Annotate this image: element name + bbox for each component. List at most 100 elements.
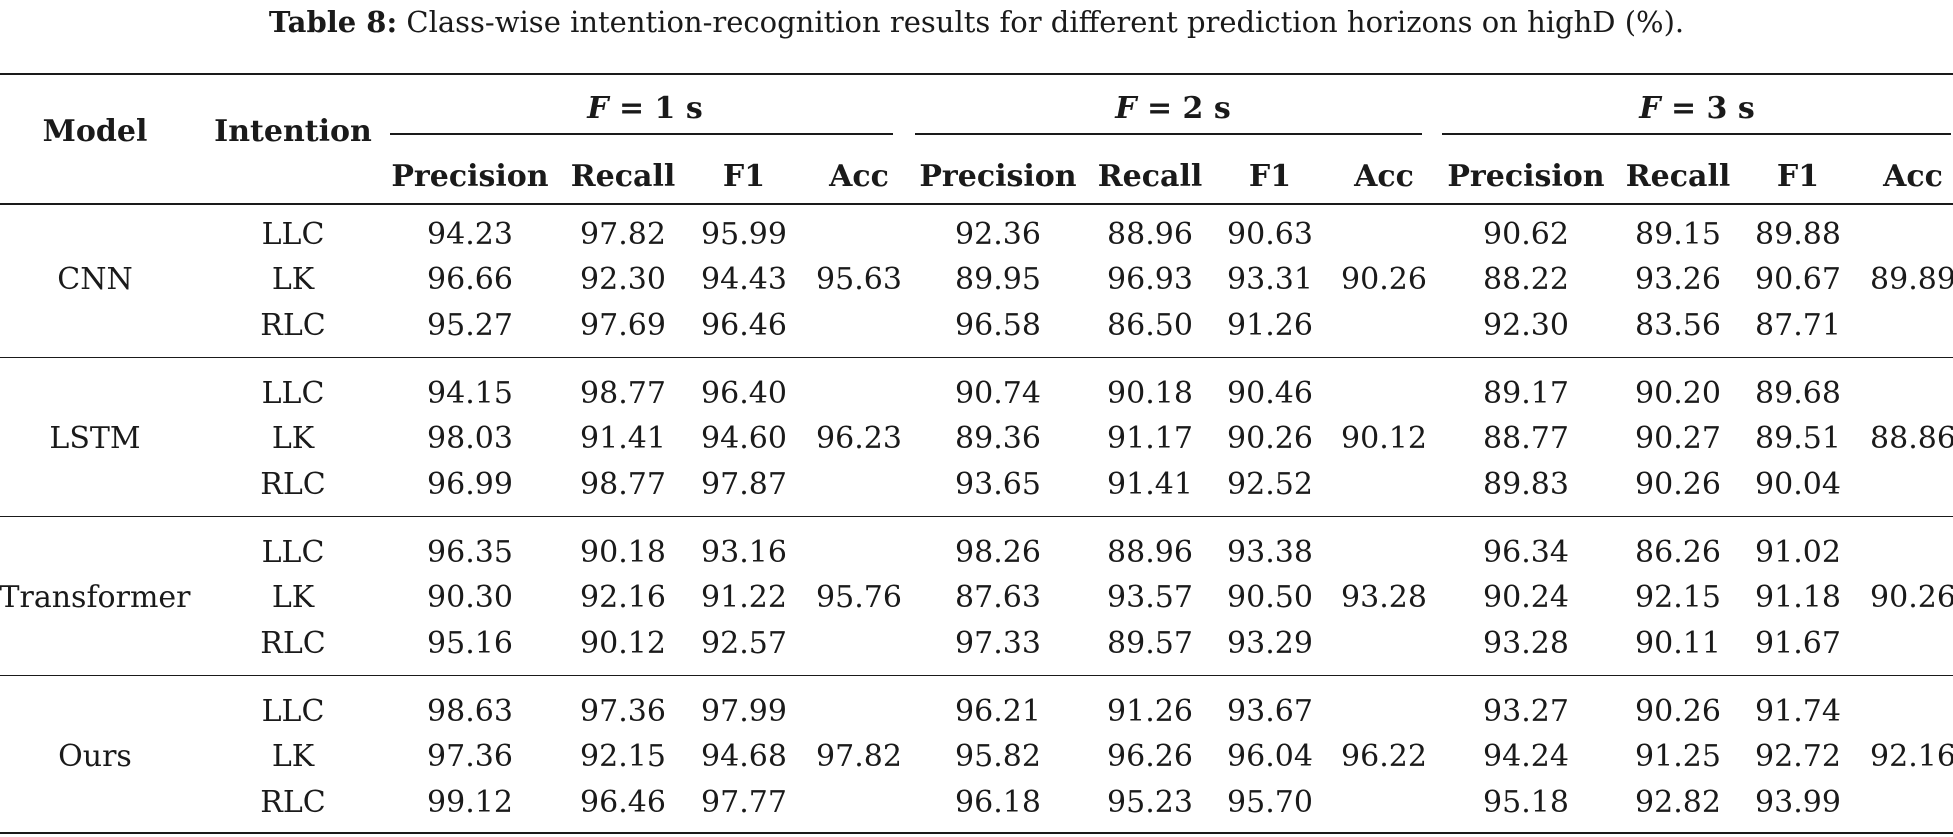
header-metric-f1: F1 bbox=[1248, 159, 1292, 194]
header-horizon-2: F = 2 s bbox=[1023, 91, 1323, 127]
metric-value: 90.63 bbox=[1227, 217, 1313, 252]
metric-value: 95.99 bbox=[701, 217, 787, 252]
header-metric-acc: Acc bbox=[1354, 159, 1414, 194]
horizon-variable: F bbox=[1639, 91, 1661, 126]
metric-value: 92.30 bbox=[1483, 308, 1569, 343]
model-name: Ours bbox=[58, 739, 132, 774]
metric-value: 91.41 bbox=[580, 421, 666, 456]
metric-value: 95.23 bbox=[1107, 785, 1193, 820]
intention-label: RLC bbox=[260, 785, 326, 820]
metric-value: 93.57 bbox=[1107, 580, 1193, 615]
metric-value: 89.15 bbox=[1635, 217, 1721, 252]
accuracy-value: 96.23 bbox=[816, 421, 902, 456]
intention-label: RLC bbox=[260, 626, 326, 661]
intention-label: LK bbox=[271, 421, 315, 456]
metric-value: 98.77 bbox=[580, 376, 666, 411]
metric-value: 92.82 bbox=[1635, 785, 1721, 820]
metric-value: 91.74 bbox=[1755, 694, 1841, 729]
accuracy-value: 90.26 bbox=[1341, 262, 1427, 297]
header-metric-precision: Precision bbox=[1447, 159, 1605, 194]
metric-value: 96.26 bbox=[1107, 739, 1193, 774]
metric-value: 88.96 bbox=[1107, 217, 1193, 252]
metric-value: 92.16 bbox=[580, 580, 666, 615]
header-horizon-1: F = 1 s bbox=[495, 91, 795, 127]
header-model: Model bbox=[42, 114, 148, 149]
block-rule bbox=[0, 516, 1953, 517]
metric-value: 92.52 bbox=[1227, 467, 1313, 502]
metric-value: 89.17 bbox=[1483, 376, 1569, 411]
accuracy-value: 95.63 bbox=[816, 262, 902, 297]
metric-value: 94.60 bbox=[701, 421, 787, 456]
metric-value: 90.27 bbox=[1635, 421, 1721, 456]
metric-value: 94.68 bbox=[701, 739, 787, 774]
header-metric-precision: Precision bbox=[919, 159, 1077, 194]
metric-value: 90.26 bbox=[1227, 421, 1313, 456]
metric-value: 89.51 bbox=[1755, 421, 1841, 456]
top-rule bbox=[0, 73, 1953, 75]
horizon-value: = 2 s bbox=[1136, 91, 1231, 126]
metric-value: 92.57 bbox=[701, 626, 787, 661]
metric-value: 97.69 bbox=[580, 308, 666, 343]
metric-value: 91.02 bbox=[1755, 535, 1841, 570]
metric-value: 86.26 bbox=[1635, 535, 1721, 570]
intention-label: LLC bbox=[261, 376, 325, 411]
metric-value: 89.68 bbox=[1755, 376, 1841, 411]
metric-value: 93.99 bbox=[1755, 785, 1841, 820]
header-metric-f1: F1 bbox=[1776, 159, 1820, 194]
metric-value: 93.28 bbox=[1483, 626, 1569, 661]
metric-value: 93.27 bbox=[1483, 694, 1569, 729]
accuracy-value: 90.12 bbox=[1341, 421, 1427, 456]
metric-value: 92.15 bbox=[580, 739, 666, 774]
metric-value: 96.04 bbox=[1227, 739, 1313, 774]
metric-value: 90.30 bbox=[427, 580, 513, 615]
table-caption: Table 8: Class-wise intention-recognitio… bbox=[0, 0, 1953, 44]
metric-value: 91.41 bbox=[1107, 467, 1193, 502]
metric-value: 93.65 bbox=[955, 467, 1041, 502]
metric-value: 89.95 bbox=[955, 262, 1041, 297]
metric-value: 91.22 bbox=[701, 580, 787, 615]
model-name: Transformer bbox=[0, 580, 191, 615]
metric-value: 89.83 bbox=[1483, 467, 1569, 502]
metric-value: 86.50 bbox=[1107, 308, 1193, 343]
metric-value: 96.46 bbox=[701, 308, 787, 343]
metric-value: 94.24 bbox=[1483, 739, 1569, 774]
metric-value: 91.25 bbox=[1635, 739, 1721, 774]
metric-value: 98.63 bbox=[427, 694, 513, 729]
metric-value: 96.46 bbox=[580, 785, 666, 820]
metric-value: 96.58 bbox=[955, 308, 1041, 343]
metric-value: 90.18 bbox=[1107, 376, 1193, 411]
accuracy-value: 96.22 bbox=[1341, 739, 1427, 774]
intention-label: LK bbox=[271, 262, 315, 297]
metric-value: 90.26 bbox=[1635, 467, 1721, 502]
accuracy-value: 92.16 bbox=[1870, 739, 1953, 774]
intention-label: RLC bbox=[260, 308, 326, 343]
metric-value: 88.22 bbox=[1483, 262, 1569, 297]
metric-value: 95.16 bbox=[427, 626, 513, 661]
metric-value: 91.26 bbox=[1107, 694, 1193, 729]
metric-value: 93.31 bbox=[1227, 262, 1313, 297]
metric-value: 92.36 bbox=[955, 217, 1041, 252]
accuracy-value: 90.26 bbox=[1870, 580, 1953, 615]
metric-value: 93.67 bbox=[1227, 694, 1313, 729]
metric-value: 96.40 bbox=[701, 376, 787, 411]
metric-value: 90.12 bbox=[580, 626, 666, 661]
metric-value: 92.72 bbox=[1755, 739, 1841, 774]
metric-value: 90.26 bbox=[1635, 694, 1721, 729]
metric-value: 96.35 bbox=[427, 535, 513, 570]
model-name: CNN bbox=[57, 262, 133, 297]
metric-value: 90.18 bbox=[580, 535, 666, 570]
metric-value: 90.20 bbox=[1635, 376, 1721, 411]
metric-value: 92.15 bbox=[1635, 580, 1721, 615]
header-metric-acc: Acc bbox=[1883, 159, 1943, 194]
header-intention: Intention bbox=[214, 114, 372, 149]
accuracy-value: 93.28 bbox=[1341, 580, 1427, 615]
metric-value: 99.12 bbox=[427, 785, 513, 820]
metric-value: 83.56 bbox=[1635, 308, 1721, 343]
metric-value: 94.15 bbox=[427, 376, 513, 411]
metric-value: 97.33 bbox=[955, 626, 1041, 661]
horizon-underline bbox=[915, 133, 1422, 135]
header-metric-precision: Precision bbox=[391, 159, 549, 194]
metric-value: 91.26 bbox=[1227, 308, 1313, 343]
metric-value: 98.77 bbox=[580, 467, 666, 502]
metric-value: 91.17 bbox=[1107, 421, 1193, 456]
